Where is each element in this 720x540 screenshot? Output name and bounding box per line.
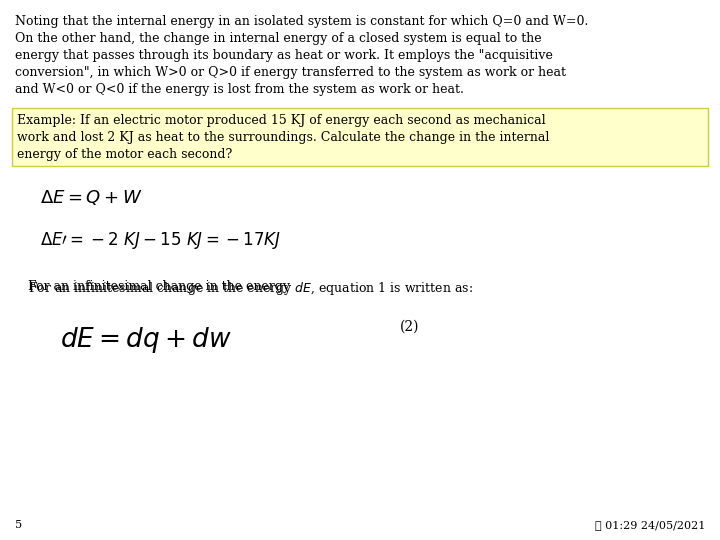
Text: Example: If an electric motor produced 15 KJ of energy each second as mechanical: Example: If an electric motor produced 1… (17, 114, 546, 127)
Text: work and lost 2 KJ as heat to the surroundings. Calculate the change in the inte: work and lost 2 KJ as heat to the surrou… (17, 131, 549, 144)
Text: For an infinitesimal change in the energy: For an infinitesimal change in the energ… (28, 280, 294, 293)
Text: and W<0 or Q<0 if the energy is lost from the system as work or heat.: and W<0 or Q<0 if the energy is lost fro… (15, 83, 464, 96)
Text: On the other hand, the change in internal energy of a closed system is equal to : On the other hand, the change in interna… (15, 32, 541, 45)
Text: $\Delta E\prime = -2\ KJ - 15\ KJ = -17KJ$: $\Delta E\prime = -2\ KJ - 15\ KJ = -17K… (40, 230, 281, 251)
FancyBboxPatch shape (12, 108, 708, 166)
Text: Noting that the internal energy in an isolated system is constant for which Q=0 : Noting that the internal energy in an is… (15, 15, 588, 28)
Text: پ 01:29 24/05/2021: پ 01:29 24/05/2021 (595, 520, 705, 530)
Text: For an infinitesimal change in the energy $dE$, equation 1 is written as:: For an infinitesimal change in the energ… (28, 280, 473, 297)
Text: $dE = dq + dw$: $dE = dq + dw$ (60, 325, 232, 355)
Text: energy of the motor each second?: energy of the motor each second? (17, 148, 233, 161)
Text: 5: 5 (15, 520, 22, 530)
Text: energy that passes through its boundary as heat or work. It employs the "acquisi: energy that passes through its boundary … (15, 49, 553, 62)
Text: conversion", in which W>0 or Q>0 if energy transferred to the system as work or : conversion", in which W>0 or Q>0 if ener… (15, 66, 566, 79)
Text: $\Delta E = Q + W$: $\Delta E = Q + W$ (40, 188, 143, 207)
Text: (2): (2) (400, 320, 420, 334)
